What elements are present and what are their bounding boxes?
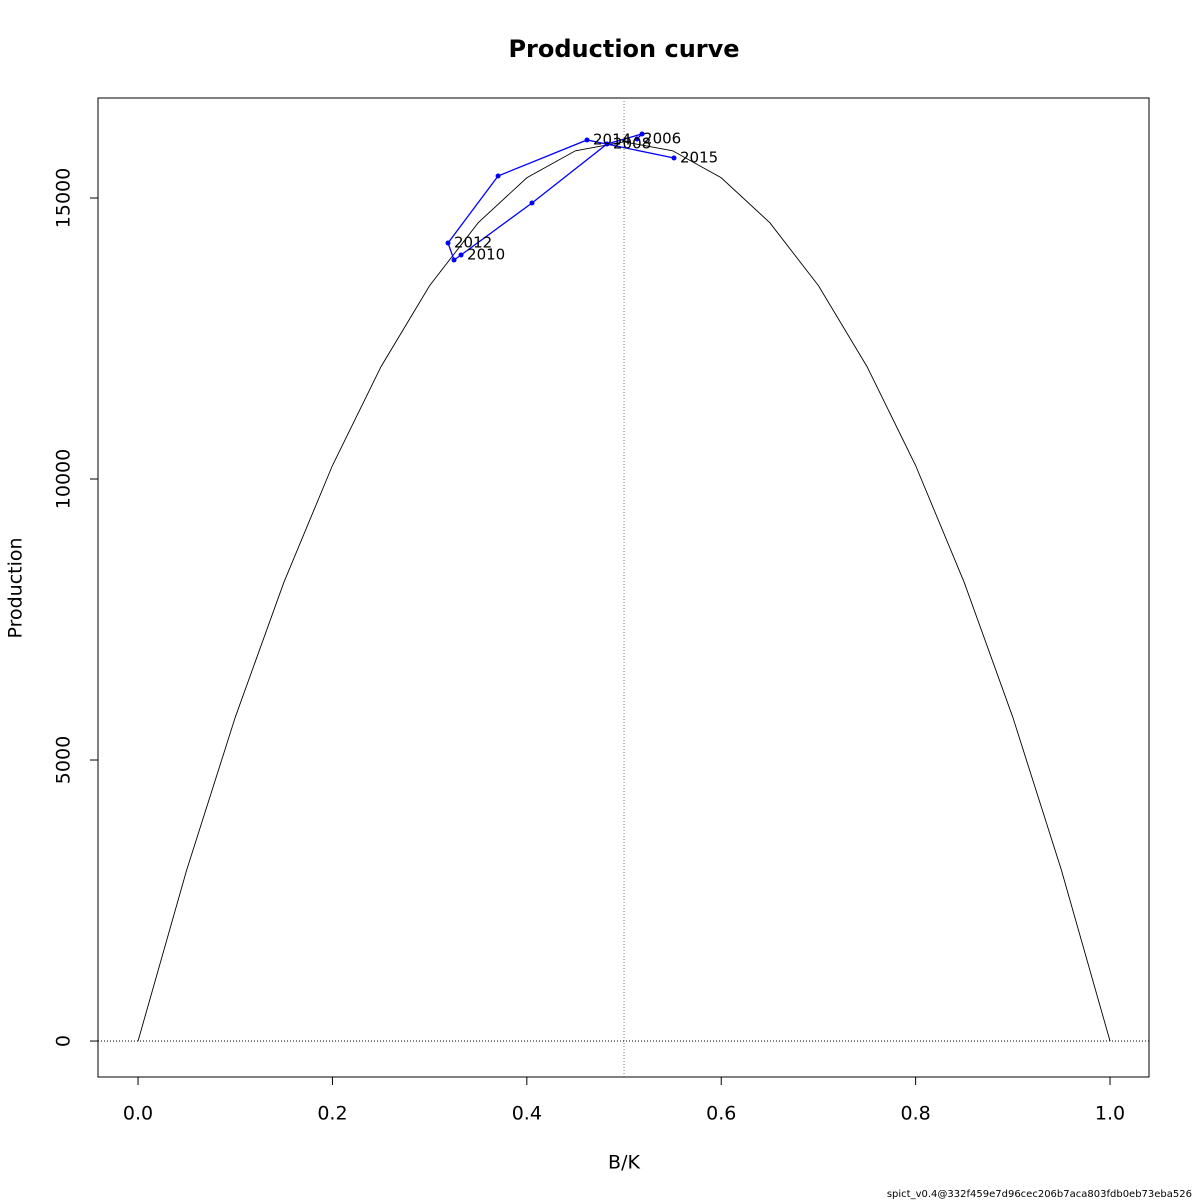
x-tick-label: 0.8 bbox=[901, 1103, 931, 1125]
point-label: 2012 bbox=[454, 234, 492, 252]
y-axis-label: Production bbox=[5, 537, 27, 638]
point bbox=[634, 136, 640, 142]
point bbox=[584, 137, 590, 143]
point-label: 2008 bbox=[613, 134, 651, 152]
point bbox=[495, 173, 501, 179]
point bbox=[671, 155, 677, 161]
x-tick-label: 0.0 bbox=[123, 1103, 153, 1125]
x-tick-label: 0.2 bbox=[317, 1103, 347, 1125]
x-tick-label: 0.4 bbox=[512, 1103, 542, 1125]
plot-frame bbox=[97, 97, 1150, 1078]
point-label: 2010 bbox=[467, 245, 505, 263]
point-label: 2006 bbox=[643, 129, 681, 147]
y-tick-label: 10000 bbox=[53, 449, 75, 509]
chart-title: Production curve bbox=[508, 35, 739, 63]
x-tick-label: 0.6 bbox=[706, 1103, 736, 1125]
x-axis-label: B/K bbox=[608, 1152, 640, 1174]
y-tick-label: 0 bbox=[53, 1035, 75, 1047]
x-tick-label: 1.0 bbox=[1095, 1103, 1125, 1125]
y-tick-label: 5000 bbox=[53, 736, 75, 784]
point-label: 2015 bbox=[680, 148, 718, 166]
point bbox=[445, 240, 451, 246]
y-tick-label: 15000 bbox=[53, 168, 75, 228]
point-label: 2014 bbox=[593, 130, 631, 148]
point bbox=[529, 200, 535, 206]
point bbox=[639, 131, 645, 137]
point bbox=[458, 252, 464, 258]
footer: spict_v0.4@332f459e7d96cec206b7aca803fdb… bbox=[887, 1189, 1192, 1200]
series-line bbox=[447, 132, 675, 262]
point bbox=[604, 141, 610, 147]
series-line bbox=[137, 141, 1111, 1042]
point bbox=[451, 257, 457, 263]
